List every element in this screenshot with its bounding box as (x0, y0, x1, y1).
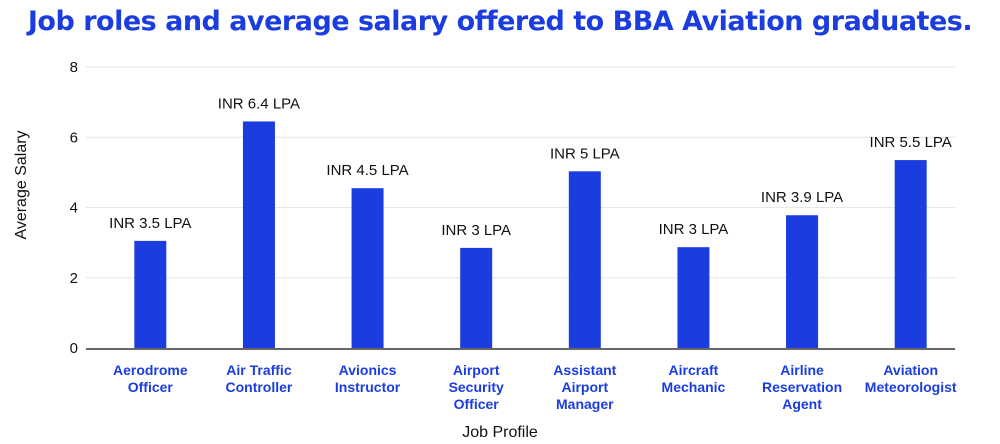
x-category-label: Airline Reservation Agent (762, 362, 842, 412)
y-axis-title: Average Salary (13, 130, 30, 239)
y-tick-label: 8 (70, 59, 78, 76)
x-category-label: Airport Security Officer (449, 362, 504, 412)
gridlines (86, 66, 955, 279)
x-category-label: Air Traffic Controller (225, 362, 292, 395)
bar-value-label: INR 3 LPA (659, 221, 729, 238)
y-tick-label: 0 (70, 340, 78, 357)
x-category-label: Aircraft Mechanic (662, 362, 726, 395)
y-tick-label: 2 (70, 270, 78, 287)
y-tick-label: 6 (70, 129, 78, 146)
bars (134, 121, 927, 348)
data-labels: INR 3.5 LPA INR 6.4 LPA INR 4.5 LPA INR 3 L… (109, 95, 952, 238)
bar-value-label: INR 4.5 LPA (326, 162, 408, 179)
x-axis-categories: Aerodrome Officer Air Traffic Controller Avi… (113, 362, 957, 412)
bar (568, 171, 601, 348)
bar (894, 160, 927, 348)
x-category-label: Aviation Meteorologist (865, 362, 957, 395)
x-category-label: Avionics Instructor (335, 362, 401, 395)
x-axis-title: Job Profile (462, 424, 538, 441)
bar (786, 215, 819, 348)
bar-value-label: INR 6.4 LPA (218, 95, 300, 112)
bar (460, 247, 493, 348)
bar-value-label: INR 3.9 LPA (761, 189, 843, 206)
bar (134, 240, 167, 348)
y-axis-ticks: 0 2 4 6 8 (70, 59, 78, 357)
chart-title: Job roles and average salary offered to … (27, 6, 973, 37)
bar-value-label: INR 5.5 LPA (870, 134, 952, 151)
x-category-label: Aerodrome Officer (113, 362, 188, 395)
bar (677, 247, 710, 348)
y-tick-label: 4 (70, 200, 78, 217)
bar (351, 188, 384, 348)
bar (242, 121, 275, 348)
bar-value-label: INR 3.5 LPA (109, 215, 191, 232)
bar-value-label: INR 5 LPA (550, 145, 620, 162)
bar-value-label: INR 3 LPA (441, 222, 511, 239)
x-category-label: Assistant Airport Manager (553, 362, 616, 412)
